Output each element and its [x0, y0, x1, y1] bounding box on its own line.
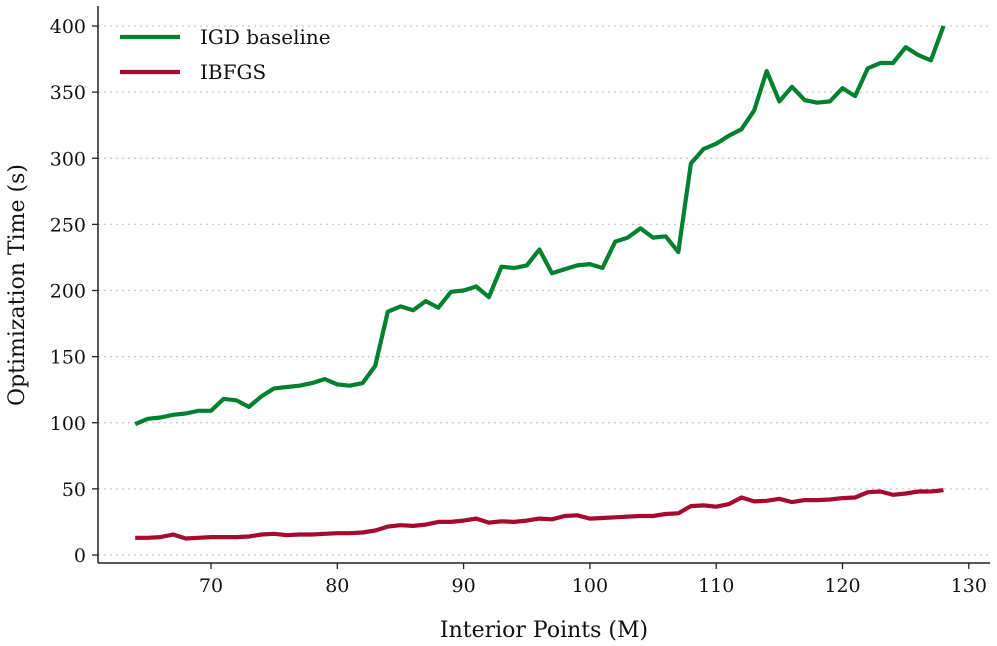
y-tick-label: 400: [50, 16, 86, 38]
y-tick-label: 0: [74, 545, 86, 567]
x-tick-label: 90: [452, 575, 476, 597]
x-axis-label: Interior Points (M): [440, 618, 648, 643]
y-tick-label: 200: [50, 281, 86, 303]
series-line-igd-baseline: [134, 25, 946, 427]
legend: IGD baseline IBFGS: [120, 25, 331, 84]
gridlines: [98, 25, 990, 556]
legend-label: IGD baseline: [200, 25, 331, 49]
x-tick-label: 70: [199, 575, 223, 597]
series-line-ibfgs: [135, 488, 944, 541]
y-tick-label: 250: [50, 214, 86, 236]
y-tick-label: 50: [62, 479, 86, 501]
legend-label: IBFGS: [200, 60, 266, 84]
x-tick-label: 80: [325, 575, 349, 597]
y-tick-label: 100: [50, 413, 86, 435]
y-tick-label: 300: [50, 148, 86, 170]
y-axis-label: Optimization Time (s): [5, 164, 30, 406]
x-tick-label: 110: [698, 575, 734, 597]
y-tick-label: 350: [50, 82, 86, 104]
x-tick-label: 120: [824, 575, 860, 597]
y-tick-label: 150: [50, 347, 86, 369]
x-tick-label: 130: [951, 575, 987, 597]
x-tick-label: 100: [572, 575, 608, 597]
series-lines: [134, 25, 946, 541]
y-ticks: 0 50 100 150 200 250 300 350 400: [50, 16, 98, 567]
x-ticks: 70 80 90 100 110 120 130: [199, 563, 987, 597]
